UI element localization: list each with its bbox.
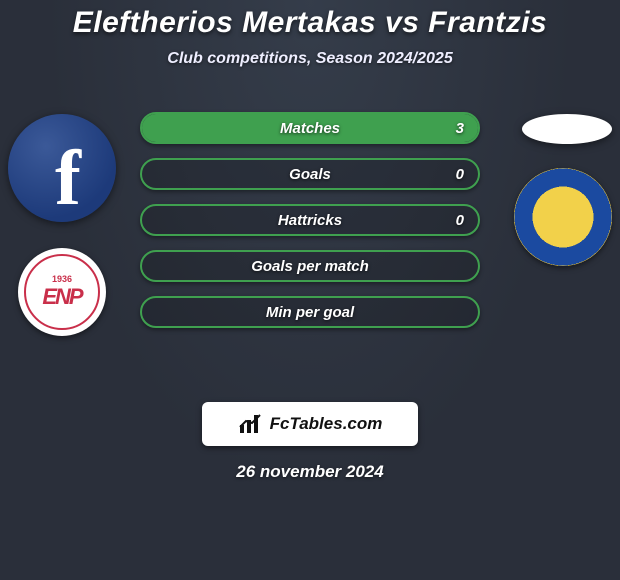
brand-text: FcTables.com xyxy=(270,414,383,434)
club-left-badge: 1936 ENP xyxy=(18,248,106,336)
club-right-badge: AEL xyxy=(514,168,612,266)
page-title: Eleftherios Mertakas vs Frantzis xyxy=(0,6,620,40)
stat-bar: Min per goal xyxy=(140,296,480,328)
stat-bar-value: 0 xyxy=(456,166,464,183)
club-right-text: AEL xyxy=(514,207,612,218)
stat-bar: Hattricks 0 xyxy=(140,204,480,236)
comparison-card: Eleftherios Mertakas vs Frantzis Club co… xyxy=(0,0,620,482)
chart-icon xyxy=(238,413,266,435)
date-label: 26 november 2024 xyxy=(0,462,620,482)
stat-bar-label: Min per goal xyxy=(266,304,354,321)
stat-bar-value: 3 xyxy=(456,120,464,137)
stat-bar-label: Hattricks xyxy=(278,212,342,229)
page-subtitle: Club competitions, Season 2024/2025 xyxy=(0,50,620,68)
stat-bar: Matches 3 xyxy=(140,112,480,144)
stat-bar-label: Goals per match xyxy=(251,258,369,275)
stat-bars: Matches 3 Goals 0 Hattricks 0 Goals per match M… xyxy=(140,112,480,342)
club-left-mono: ENP xyxy=(42,284,81,310)
facebook-icon: f xyxy=(8,114,116,222)
stat-bar-label: Goals xyxy=(289,166,331,183)
player-right-avatar xyxy=(522,114,612,144)
player-left-avatar: f xyxy=(8,114,116,222)
stat-bar-label: Matches xyxy=(280,120,340,137)
content-area: f 1936 ENP AEL Matches3Goals0Hattricks0G… xyxy=(0,100,620,400)
stat-bar-value: 0 xyxy=(456,212,464,229)
brand-badge[interactable]: FcTables.com xyxy=(202,402,418,446)
stat-bar: Goals 0 xyxy=(140,158,480,190)
stat-bar: Goals per match xyxy=(140,250,480,282)
club-left-year: 1936 xyxy=(52,274,72,284)
